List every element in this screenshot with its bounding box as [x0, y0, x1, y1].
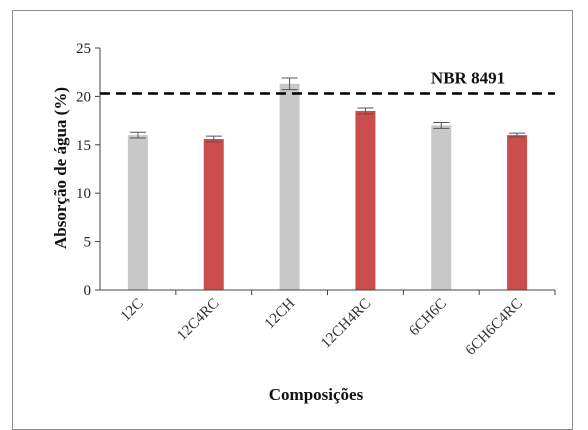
reference-line-group: NBR 8491: [100, 68, 555, 95]
bar-12ch: [279, 83, 300, 290]
x-tick-label: 12CH: [262, 295, 299, 332]
x-axis: 12C 12C4RC 12CH 12CH4RC 6CH6C 6CH6C4RC: [100, 289, 556, 359]
bar-6ch6c: [431, 125, 452, 290]
y-tick-label: 25: [76, 41, 91, 57]
x-tick-label: 12C4RC: [174, 296, 222, 344]
x-tick-label: 6CH6C4RC: [463, 296, 526, 359]
y-tick-label: 15: [76, 138, 91, 154]
x-tick-label: 12CH4RC: [318, 296, 374, 352]
bar-12c4rc: [203, 138, 224, 290]
bar-12c: [127, 135, 148, 290]
y-tick-label: 0: [84, 283, 92, 299]
bars: [127, 77, 528, 290]
bar-6ch6c4rc: [507, 135, 528, 290]
x-axis-title: Composições: [269, 385, 364, 404]
y-axis-title: Absorção de água (%): [51, 87, 70, 249]
reference-line-label: NBR 8491: [431, 68, 505, 87]
y-tick-label: 10: [76, 186, 91, 202]
x-tick-label: 12C: [118, 296, 147, 325]
x-tick-label: 6CH6C: [406, 296, 450, 340]
y-tick-label: 5: [84, 235, 92, 251]
y-tick-label: 20: [76, 89, 91, 105]
y-axis: 0 5 10 15 20 25: [76, 41, 101, 299]
bar-12ch4rc: [355, 110, 376, 290]
